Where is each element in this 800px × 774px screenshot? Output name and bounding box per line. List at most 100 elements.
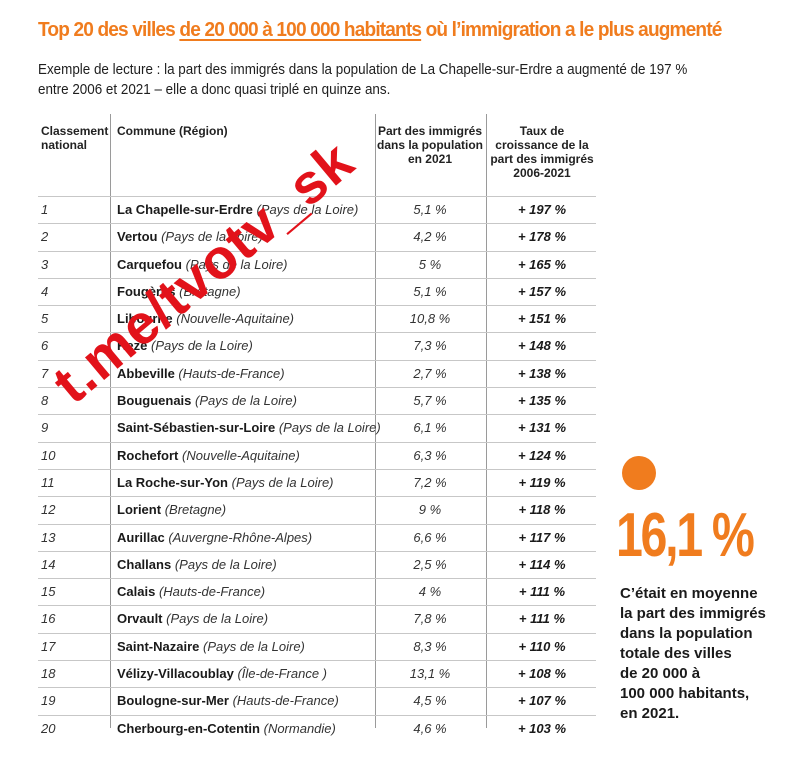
rank-cell: 4	[41, 283, 49, 299]
city-name: Orvault	[117, 611, 163, 627]
city-name: Abbeville	[117, 365, 175, 381]
city-name: Vélizy-Villacoublay	[117, 666, 234, 682]
rank-cell: 11	[41, 474, 55, 490]
stat-note-line: en 2021.	[620, 705, 680, 722]
city-name: Carquefou	[117, 256, 182, 272]
city-name: La Roche-sur-Yon	[117, 474, 228, 490]
region-name: (Normandie)	[263, 720, 336, 736]
rank-cell: 19	[41, 693, 56, 709]
table-header: Classement national Commune (Région) Par…	[38, 114, 596, 196]
rank-cell: 16	[41, 611, 56, 627]
commune-cell: Abbeville (Hauts-de-France)	[117, 361, 285, 387]
region-name: (Pays de la Loire)	[278, 420, 381, 436]
rank-cell: 10	[41, 447, 56, 463]
column-divider	[110, 114, 111, 728]
rank-cell: 8	[41, 393, 49, 409]
growth-cell: + 117 %	[518, 529, 566, 545]
ranking-table: Classement national Commune (Région) Par…	[38, 114, 596, 742]
growth-cell: + 111 %	[518, 584, 566, 600]
growth-cell: + 178 %	[517, 229, 567, 245]
table-row: 20 Cherbourg-en-Cotentin (Normandie) 4,6 %…	[38, 714, 596, 742]
city-name: Bouguenais	[117, 393, 192, 409]
commune-cell: Aurillac (Auvergne-Rhône-Alpes)	[117, 525, 312, 551]
city-name: Calais	[117, 584, 156, 600]
region-name: (Pays de la Loire)	[195, 393, 297, 409]
growth-cell: + 124 %	[517, 447, 567, 463]
rank-cell: 12	[41, 502, 56, 518]
region-name: (Nouvelle-Aquitaine)	[176, 311, 295, 327]
city-name: Fougères	[117, 283, 176, 299]
commune-cell: Bouguenais (Pays de la Loire)	[117, 388, 297, 414]
table-row: 5 Libourne (Nouvelle-Aquitaine) 10,8 % + 15…	[38, 305, 596, 332]
share-cell: 9 %	[418, 502, 442, 518]
commune-cell: Saint-Sébastien-sur-Loire (Pays de la Lo…	[117, 415, 381, 441]
region-name: (Pays de la Loire)	[166, 611, 269, 627]
rank-cell: 18	[41, 666, 56, 682]
growth-cell: + 135 %	[517, 393, 567, 409]
region-name: (Hauts-de-France)	[178, 365, 285, 381]
share-cell: 2,7 %	[413, 365, 447, 381]
share-cell: 4,5 %	[413, 693, 447, 709]
region-name: (Bretagne)	[164, 502, 227, 518]
title-part-1: Top 20 des villes	[38, 18, 180, 41]
share-cell: 5,7 %	[413, 393, 447, 409]
table-row: 13 Aurillac (Auvergne-Rhône-Alpes) 6,6 % + …	[38, 523, 596, 551]
accent-dot	[622, 456, 656, 490]
region-name: (Hauts-de-France)	[158, 584, 266, 600]
share-cell: 5,1 %	[413, 283, 447, 299]
growth-cell: + 114 %	[518, 556, 566, 572]
share-cell: 4,2 %	[413, 229, 447, 245]
commune-cell: La Roche-sur-Yon (Pays de la Loire)	[117, 470, 334, 496]
column-divider	[375, 114, 376, 728]
region-name: (Bretagne)	[179, 283, 241, 299]
city-name: Vertou	[117, 229, 158, 245]
growth-cell: + 151 %	[517, 311, 567, 327]
growth-cell: + 131 %	[517, 420, 567, 436]
commune-cell: Saint-Nazaire (Pays de la Loire)	[117, 634, 305, 660]
share-cell: 5 %	[418, 256, 442, 272]
rank-cell: 17	[41, 638, 56, 654]
header-rank: Classement national	[41, 124, 109, 152]
reading-line-2: entre 2006 et 2021 – elle a donc quasi t…	[38, 82, 391, 98]
growth-cell: + 119 %	[518, 474, 566, 490]
table-row: 3 Carquefou (Pays de la Loire) 5 % + 165 %	[38, 250, 596, 278]
rank-cell: 15	[41, 584, 56, 600]
average-stat-value: 16,1 %	[616, 501, 755, 570]
table-row: 4 Fougères (Bretagne) 5,1 % + 157 %	[38, 277, 596, 305]
rank-cell: 3	[41, 256, 49, 272]
share-cell: 6,3 %	[413, 447, 447, 463]
region-name: (Pays de la Loire)	[203, 638, 305, 654]
title-part-2: où l’immigration a le plus augmenté	[421, 18, 723, 41]
city-name: Challans	[117, 556, 172, 572]
commune-cell: Challans (Pays de la Loire)	[117, 552, 277, 578]
region-name: (Pays de la Loire)	[174, 556, 277, 572]
share-cell: 8,3 %	[413, 638, 447, 654]
table-row: 2 Vertou (Pays de la Loire) 4,2 % + 178 %	[38, 223, 596, 250]
growth-cell: + 138 %	[517, 365, 567, 381]
commune-cell: Fougères (Bretagne)	[117, 279, 241, 305]
stat-note-line: totale des villes	[620, 645, 732, 662]
rank-cell: 9	[41, 420, 49, 436]
city-name: Rezé	[117, 338, 148, 354]
region-name: (Pays de la Loire)	[256, 202, 359, 217]
table-body: 1 La Chapelle-sur-Erdre (Pays de la Loire…	[38, 196, 596, 742]
commune-cell: Vertou (Pays de la Loire)	[117, 224, 263, 250]
rank-cell: 6	[41, 338, 49, 354]
share-cell: 7,2 %	[413, 474, 447, 490]
city-name: Saint-Sébastien-sur-Loire	[117, 420, 276, 436]
header-part: Part des immigrés dans la population en …	[376, 124, 483, 166]
commune-cell: Boulogne-sur-Mer (Hauts-de-France)	[117, 688, 339, 714]
stat-note-line: de 20 000 à	[620, 665, 701, 682]
table-row: 19 Boulogne-sur-Mer (Hauts-de-France) 4,5 …	[38, 687, 596, 714]
rank-cell: 7	[41, 365, 49, 381]
table-row: 15 Calais (Hauts-de-France) 4 % + 111 %	[38, 578, 596, 605]
table-row: 10 Rochefort (Nouvelle-Aquitaine) 6,3 % + 1…	[38, 441, 596, 469]
growth-cell: + 108 %	[517, 666, 567, 682]
region-name: (Nouvelle-Aquitaine)	[182, 447, 300, 463]
share-cell: 2,5 %	[413, 556, 447, 572]
header-commune: Commune (Région)	[117, 124, 228, 138]
region-name: (Auvergne-Rhône-Alpes)	[168, 529, 313, 545]
table-row: 6 Rezé (Pays de la Loire) 7,3 % + 148 %	[38, 332, 596, 359]
reading-line-1: Exemple de lecture : la part des immigré…	[38, 62, 688, 78]
share-cell: 7,8 %	[413, 611, 447, 627]
